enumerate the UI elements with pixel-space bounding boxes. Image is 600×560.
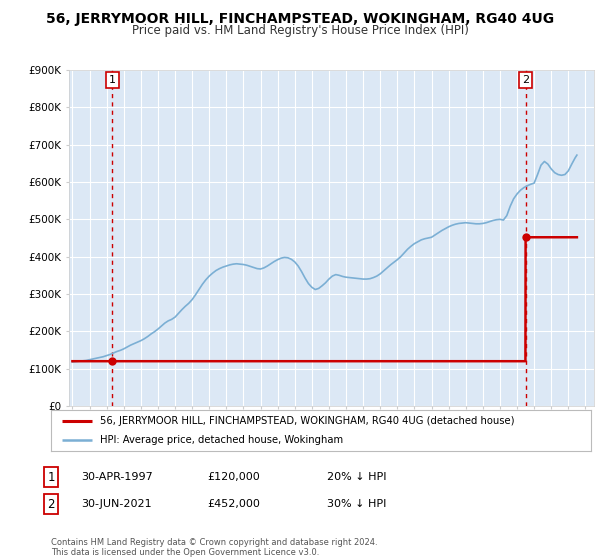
Text: 1: 1: [109, 75, 116, 85]
Text: 30-JUN-2021: 30-JUN-2021: [81, 499, 152, 509]
Text: £452,000: £452,000: [207, 499, 260, 509]
Text: £120,000: £120,000: [207, 472, 260, 482]
Text: 1: 1: [47, 470, 55, 484]
Text: 2: 2: [47, 497, 55, 511]
Text: Contains HM Land Registry data © Crown copyright and database right 2024.
This d: Contains HM Land Registry data © Crown c…: [51, 538, 377, 557]
Text: 56, JERRYMOOR HILL, FINCHAMPSTEAD, WOKINGHAM, RG40 4UG: 56, JERRYMOOR HILL, FINCHAMPSTEAD, WOKIN…: [46, 12, 554, 26]
Text: 30-APR-1997: 30-APR-1997: [81, 472, 153, 482]
Text: 20% ↓ HPI: 20% ↓ HPI: [327, 472, 386, 482]
Text: Price paid vs. HM Land Registry's House Price Index (HPI): Price paid vs. HM Land Registry's House …: [131, 24, 469, 36]
Text: 56, JERRYMOOR HILL, FINCHAMPSTEAD, WOKINGHAM, RG40 4UG (detached house): 56, JERRYMOOR HILL, FINCHAMPSTEAD, WOKIN…: [100, 417, 514, 426]
Text: HPI: Average price, detached house, Wokingham: HPI: Average price, detached house, Woki…: [100, 435, 343, 445]
Text: 2: 2: [522, 75, 529, 85]
Text: 30% ↓ HPI: 30% ↓ HPI: [327, 499, 386, 509]
